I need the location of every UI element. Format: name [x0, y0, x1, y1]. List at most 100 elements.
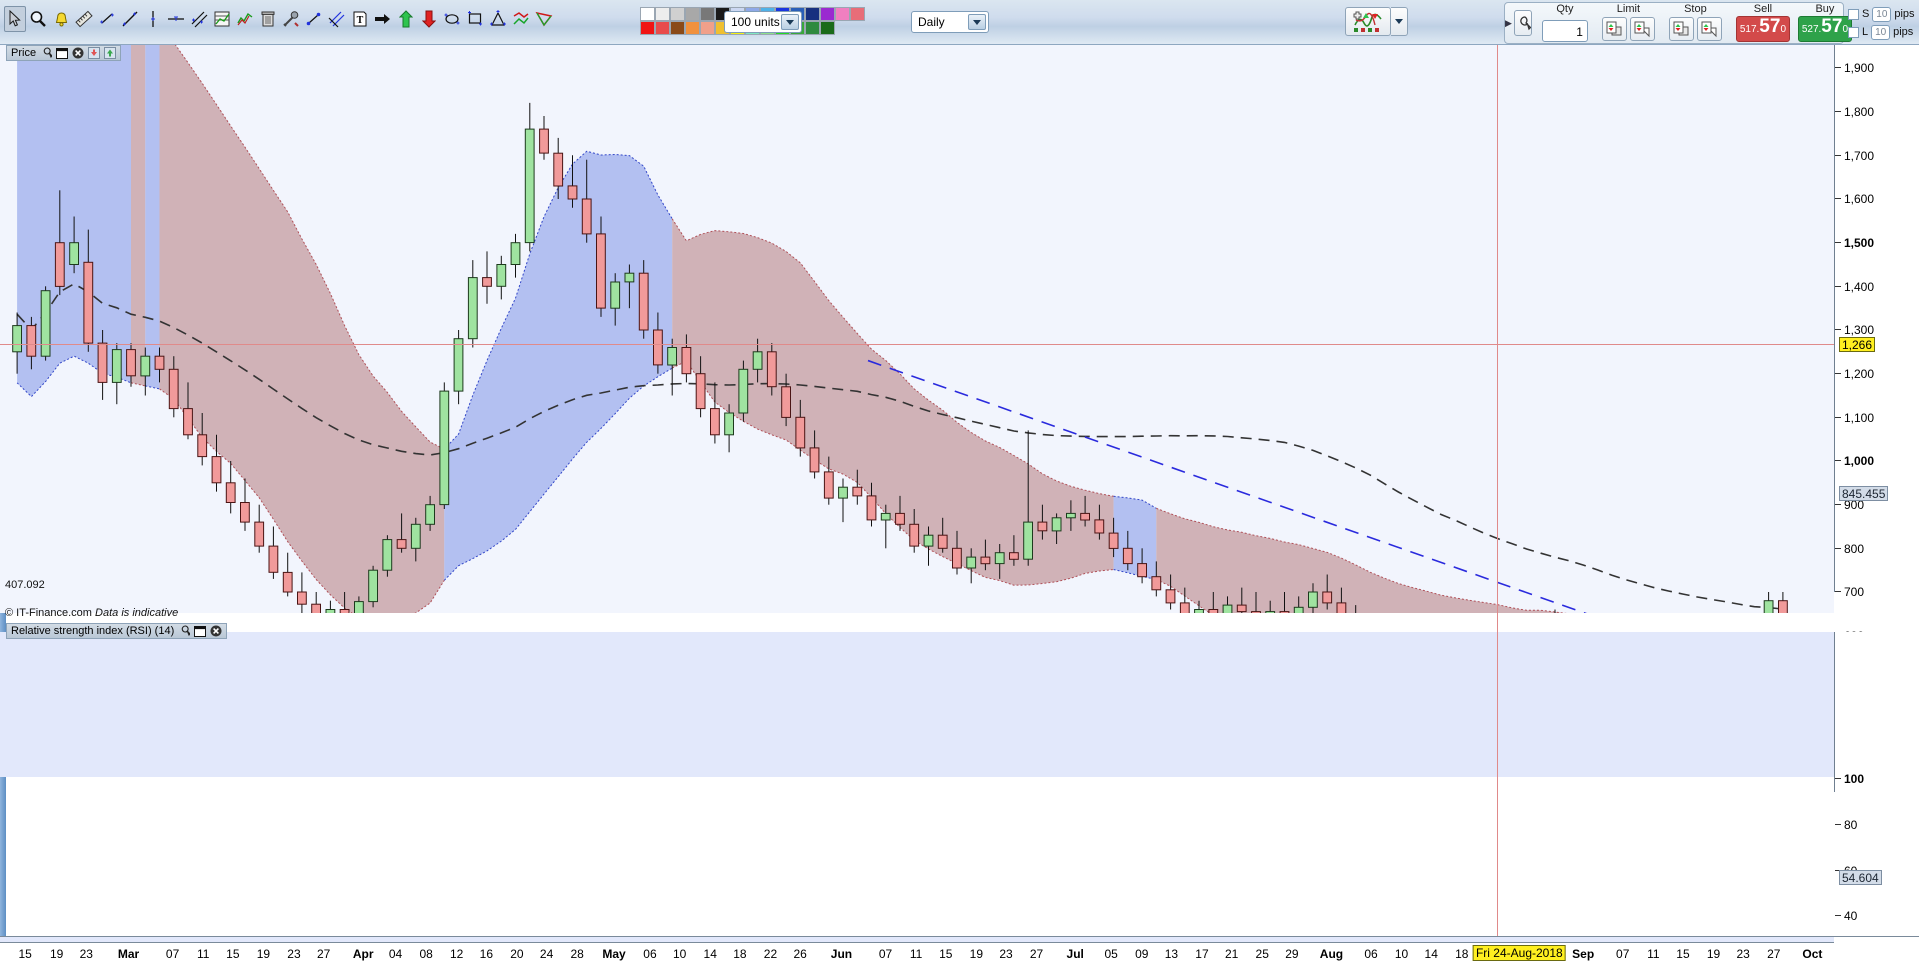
moving-average-tag[interactable]: 845.455 [1839, 486, 1889, 501]
harmonic-pattern-icon[interactable] [533, 6, 555, 32]
horizontal-line-icon[interactable] [165, 6, 187, 32]
window-icon[interactable] [55, 47, 68, 60]
rsi-value-tag[interactable]: 54.604 [1839, 870, 1882, 885]
color-swatch-1-4[interactable] [685, 21, 700, 35]
date-tick-label: 23 [79, 947, 93, 961]
date-axis[interactable]: 15 19 23 Mar 07 11 15 19 23 27 Apr 04 08 12 16 20 24 28 Ma… [0, 936, 1919, 961]
parallel-lines-icon[interactable] [188, 6, 210, 32]
candle-body [1066, 512, 1076, 519]
limit-buy-icon[interactable] [1601, 17, 1627, 41]
double-diagonal-icon[interactable] [326, 6, 348, 32]
color-swatch-0-11[interactable] [805, 7, 820, 21]
price-tick: 1,500 [1835, 236, 1919, 250]
stop-pips-value[interactable]: 10 [1872, 6, 1892, 22]
timeframe-select-value: Daily [918, 15, 945, 29]
ruler-icon[interactable] [73, 6, 95, 32]
black-arrow-icon[interactable] [372, 6, 394, 32]
diagonal-line-icon[interactable] [119, 6, 141, 32]
sell-button[interactable]: 517. 57 0 [1735, 16, 1790, 42]
rsi-scale[interactable]: 1008060402054.604 [1834, 632, 1919, 961]
zigzag-pattern-icon[interactable] [510, 6, 532, 32]
wrench-screwdriver-icon[interactable] [280, 6, 302, 32]
bell-icon[interactable] [50, 6, 72, 32]
color-swatch-1-0[interactable] [850, 7, 865, 21]
two-points-icon[interactable] [303, 6, 325, 32]
fib-grid-icon[interactable] [211, 6, 233, 32]
candle-body [1179, 602, 1190, 613]
cloud-band-bearish [1156, 508, 1563, 613]
candle-body [952, 547, 962, 569]
text-box-icon[interactable]: T [349, 6, 371, 32]
ellipse-icon[interactable] [441, 6, 463, 32]
wrench-icon[interactable] [177, 625, 190, 638]
limit-sell-icon[interactable] [1629, 17, 1655, 41]
qty-input[interactable] [1541, 20, 1588, 42]
color-swatch-0-2[interactable] [670, 7, 685, 21]
price-plot[interactable] [0, 45, 1834, 613]
pointer-tool[interactable] [4, 6, 26, 32]
color-swatch-0-1[interactable] [655, 7, 670, 21]
color-swatch-1-12[interactable] [805, 21, 820, 35]
green-up-arrow-icon[interactable] [395, 6, 417, 32]
add-indicator-button[interactable] [1345, 7, 1391, 36]
trash-icon[interactable] [257, 6, 279, 32]
stop-pips-checkbox[interactable] [1848, 8, 1859, 20]
candle-body [710, 408, 720, 436]
crosshair-price-tag[interactable]: 1,266 [1839, 337, 1876, 352]
price-scale[interactable]: 1,900 1,800 1,700 1,600 1,500 1,400 1,300 1,200… [1834, 45, 1919, 730]
triangle-icon[interactable] [487, 6, 509, 32]
candle-body [1336, 602, 1347, 613]
color-swatch-1-2[interactable] [655, 21, 670, 35]
buy-button[interactable]: 527. 57 0 [1797, 16, 1852, 42]
stop-pips-row: S 10 pips [1848, 6, 1916, 22]
collapse-down-icon[interactable] [87, 47, 100, 60]
color-swatch-0-4[interactable] [700, 7, 715, 21]
rsi-tick: 80 [1835, 818, 1919, 832]
limit-pips-value[interactable]: 10 [1871, 24, 1891, 40]
short-line-icon[interactable] [96, 6, 118, 32]
date-tick-label: Sep [1572, 947, 1595, 961]
red-down-arrow-icon[interactable] [418, 6, 440, 32]
color-swatch-0-3[interactable] [685, 7, 700, 21]
cloud-lower-edge [1113, 569, 1157, 580]
qty-group: Qty [1538, 2, 1592, 44]
rectangle-icon[interactable] [464, 6, 486, 32]
color-swatch-1-3[interactable] [670, 21, 685, 35]
color-swatch-0-12[interactable] [820, 7, 835, 21]
color-swatch-0-0[interactable] [640, 7, 655, 21]
timeframe-select[interactable]: Daily [911, 11, 989, 33]
wrench-icon[interactable] [39, 47, 52, 60]
chevron-down-icon[interactable] [781, 14, 799, 30]
color-swatch-1-13[interactable] [820, 21, 835, 35]
limit-pips-checkbox[interactable] [1848, 26, 1859, 38]
collapse-up-icon[interactable] [103, 47, 116, 60]
candle-body [638, 272, 649, 331]
limit-pips-unit: pips [1893, 26, 1914, 38]
candle-body [980, 556, 991, 565]
stop-buy-icon[interactable] [1668, 17, 1694, 41]
indicator-dropdown-toggle[interactable] [1391, 7, 1408, 36]
close-icon[interactable] [71, 47, 84, 60]
buy-group: Buy 527. 57 0 [1794, 2, 1856, 44]
rsi-pane-header[interactable]: Relative strength index (RSI) (14) [6, 623, 228, 639]
color-swatch-0-13[interactable] [835, 7, 850, 21]
color-swatch-1-5[interactable] [700, 21, 715, 35]
rsi-pane[interactable] [0, 632, 1834, 777]
color-swatch-1-1[interactable] [640, 21, 655, 35]
date-tick-label: Apr [352, 947, 374, 961]
order-settings-icon[interactable] [1513, 10, 1532, 36]
zigzag-icon[interactable] [234, 6, 256, 32]
rsi-plot[interactable] [0, 632, 1834, 777]
candle-body [1308, 591, 1318, 608]
vertical-line-icon[interactable] [142, 6, 164, 32]
close-icon[interactable] [209, 625, 222, 638]
stop-sell-icon[interactable] [1696, 17, 1722, 41]
units-select[interactable]: 100 units [724, 11, 802, 33]
expand-arrow-icon[interactable]: ▶ [1505, 17, 1512, 28]
chart-area[interactable]: Price 407.092 © IT-Finance.com Data is i… [0, 45, 1919, 961]
zoom-tool[interactable] [27, 6, 49, 32]
price-pane-header[interactable]: Price [6, 45, 122, 61]
window-icon[interactable] [193, 625, 206, 638]
candle-body [1023, 521, 1034, 560]
chevron-down-icon[interactable] [968, 14, 986, 30]
